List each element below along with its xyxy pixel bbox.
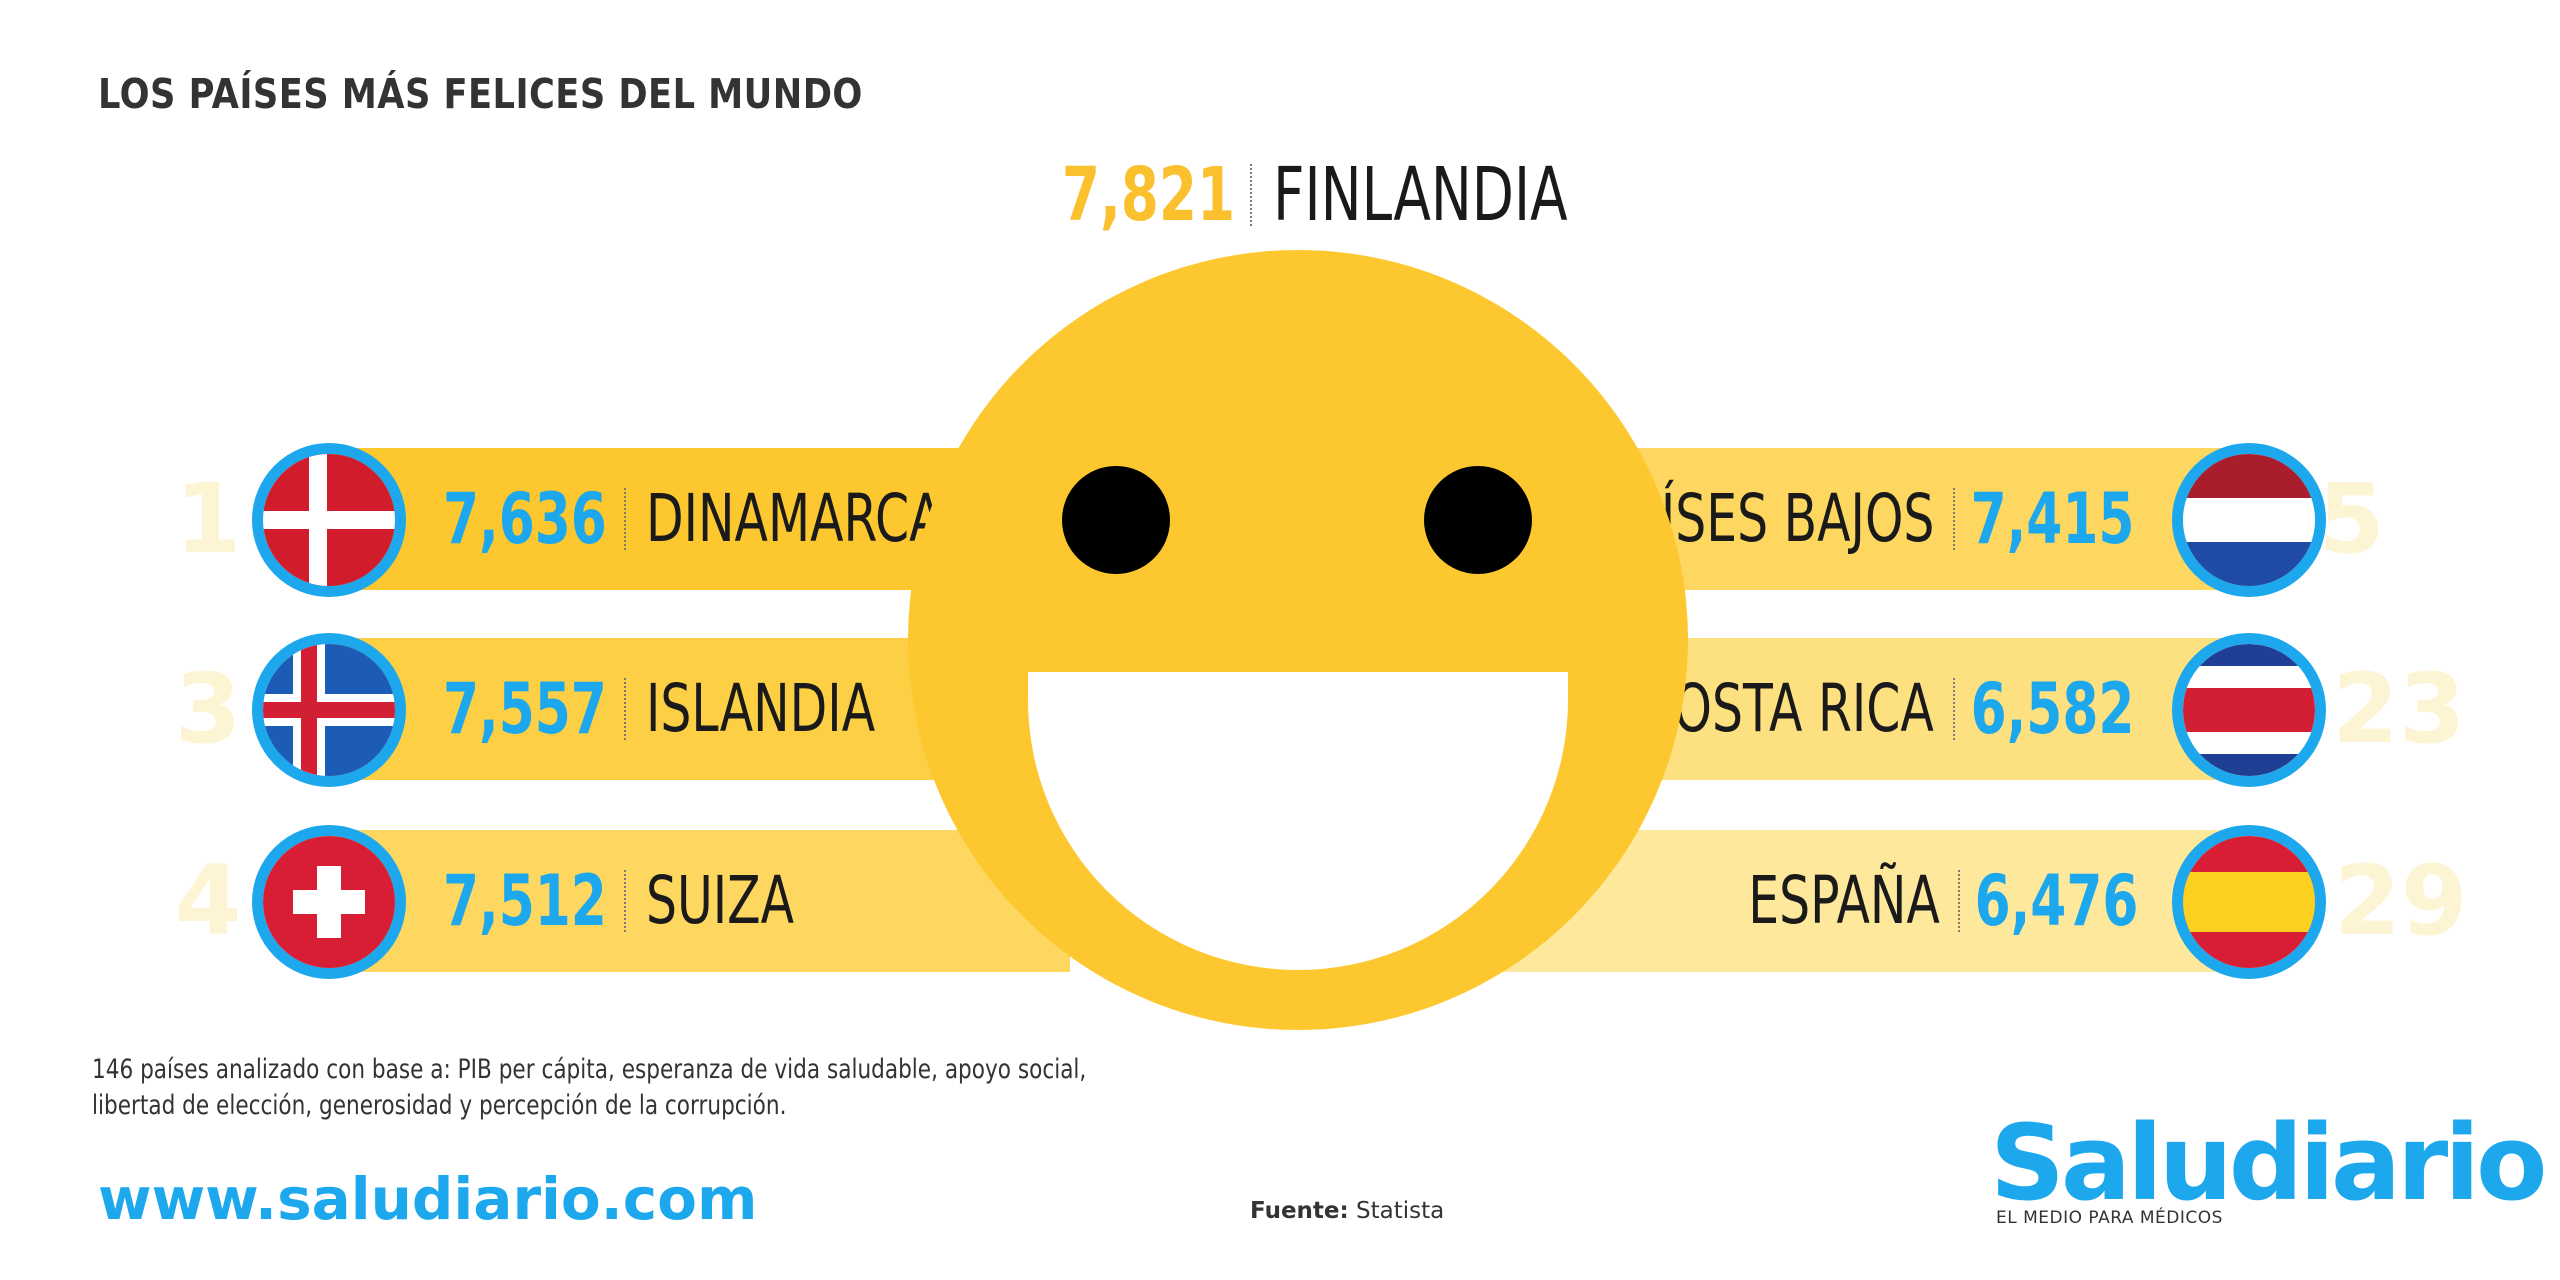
iceland-flag-icon xyxy=(252,633,406,787)
country-name: ESPAÑA xyxy=(1748,862,1940,939)
footnote: 146 países analizado con base a: PIB per… xyxy=(92,1054,1087,1121)
denmark-flag-icon xyxy=(252,443,406,597)
page-title: LOS PAÍSES MÁS FELICES DEL MUNDO xyxy=(98,70,863,118)
rank-number: 3 xyxy=(174,653,242,765)
score: 7,512 xyxy=(443,860,607,942)
source-label: Fuente: xyxy=(1250,1198,1349,1224)
website-link[interactable]: www.saludiario.com xyxy=(98,1165,758,1233)
country-name: DINAMARCA xyxy=(646,480,943,557)
rank-number: 5 xyxy=(2318,463,2385,575)
score: 7,415 xyxy=(1970,478,2134,560)
source: Fuente: Statista xyxy=(1250,1198,1444,1224)
netherlands-flag-icon xyxy=(2172,443,2326,597)
score: 6,476 xyxy=(1974,860,2138,942)
rank-number: 29 xyxy=(2334,845,2468,957)
separator xyxy=(624,678,626,740)
top-country: FINLANDIA xyxy=(1273,152,1568,238)
score: 6,582 xyxy=(1970,668,2134,750)
costa-rica-flag-icon xyxy=(2172,633,2326,787)
separator xyxy=(1953,488,1955,550)
smiley-face-icon xyxy=(908,250,1688,1030)
top-score: 7,821 xyxy=(1061,152,1235,238)
smiley-mouth xyxy=(1028,672,1568,970)
spain-flag-icon xyxy=(2172,825,2326,979)
country-name: COSTA RICA xyxy=(1639,670,1934,747)
rank-number: 23 xyxy=(2332,653,2466,765)
country-name: ISLANDIA xyxy=(646,670,876,747)
separator xyxy=(1958,870,1960,932)
rank-number: 4 xyxy=(174,845,242,957)
switzerland-flag-icon xyxy=(252,825,406,979)
smiley-right-eye xyxy=(1424,466,1532,574)
score: 7,636 xyxy=(443,478,607,560)
source-value: Statista xyxy=(1356,1198,1445,1224)
country-name: SUIZA xyxy=(646,862,795,939)
rank-number: 1 xyxy=(174,463,242,575)
separator xyxy=(1953,678,1955,740)
brand-tagline: EL MEDIO PARA MÉDICOS xyxy=(1996,1208,2223,1228)
separator xyxy=(624,870,626,932)
top-separator xyxy=(1250,164,1252,226)
separator xyxy=(624,488,626,550)
smiley-left-eye xyxy=(1062,466,1170,574)
brand-logo: Saludiario xyxy=(1990,1102,2547,1224)
score: 7,557 xyxy=(443,668,607,750)
row-band xyxy=(330,830,1070,972)
